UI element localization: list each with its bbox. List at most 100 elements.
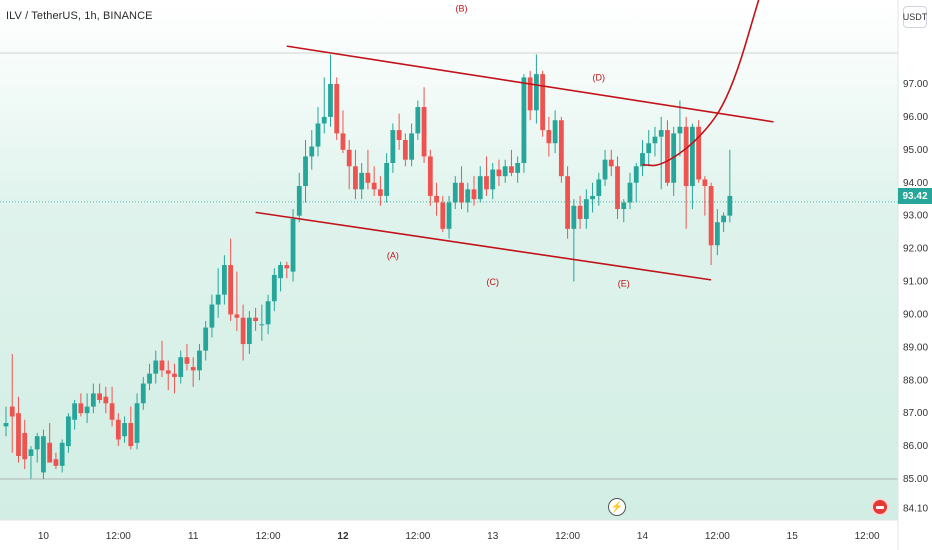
candle-body (677, 126, 683, 134)
y-tick-label: 95.00 (903, 145, 928, 156)
candle-body (147, 373, 152, 384)
candle-body (165, 370, 171, 374)
x-tick-label: 12:00 (256, 531, 281, 542)
candle-body (346, 149, 352, 167)
y-tick-label: 87.00 (903, 408, 928, 419)
candle-body (583, 199, 589, 219)
y-tick-label: 90.00 (903, 309, 928, 320)
candle-body (78, 403, 84, 414)
candle-body (515, 163, 521, 173)
candle-body (296, 186, 302, 216)
y-tick-label: 92.00 (903, 244, 928, 255)
candle-body (66, 416, 71, 447)
candle-body (353, 166, 358, 190)
candle-body (109, 403, 115, 420)
candle-body (371, 182, 377, 190)
candle-body (727, 195, 733, 216)
x-tick-label: 15 (787, 531, 799, 542)
candle-body (215, 294, 221, 305)
candle-body (134, 403, 140, 443)
candle-body (209, 304, 215, 328)
candle-body (234, 314, 240, 318)
y-tick-label: 84.10 (903, 504, 928, 515)
candle-body (72, 403, 78, 420)
candle-body (427, 156, 433, 196)
x-tick-label: 12:00 (705, 531, 730, 542)
x-tick-label: 11 (188, 531, 199, 542)
candle-body (621, 202, 627, 210)
y-tick-label: 89.00 (903, 342, 928, 353)
candle-body (9, 406, 15, 417)
candle-body (278, 265, 283, 279)
y-tick-label: 86.00 (903, 441, 928, 452)
candle-body (253, 317, 258, 321)
candle-body (490, 169, 496, 190)
plot-background (0, 0, 898, 520)
last-price-tag: 93.42 (898, 188, 932, 204)
candle-body (615, 166, 620, 210)
flag-icon[interactable] (871, 498, 889, 516)
candle-body (284, 265, 290, 269)
candle-body (477, 176, 483, 200)
candle-body (708, 186, 714, 246)
x-tick-label: 12:00 (855, 531, 880, 542)
candle-body (402, 139, 408, 160)
candle-body (534, 74, 539, 111)
candle-body (203, 327, 209, 351)
candle-body (459, 182, 464, 203)
candle-body (359, 172, 365, 190)
candle-body (246, 317, 252, 345)
wave-label: (C) (486, 277, 499, 287)
candle-body (484, 176, 489, 190)
candle-body (122, 423, 127, 437)
x-tick-label: 12:00 (405, 531, 430, 542)
candle-body (390, 130, 396, 163)
candle-body (452, 182, 458, 203)
candle-body (271, 274, 277, 302)
candle-body (90, 393, 96, 407)
candle-body (3, 423, 9, 427)
price-axis-panel (898, 0, 932, 550)
wave-label: (A) (387, 250, 399, 260)
y-tick-label: 94.00 (903, 178, 928, 189)
candle-body (340, 133, 346, 150)
lightning-icon[interactable]: ⚡ (608, 498, 626, 516)
candle-body (396, 130, 402, 140)
candle-body (602, 159, 608, 180)
candle-body (590, 195, 595, 200)
candle-body (115, 419, 121, 440)
y-tick-label: 85.00 (903, 474, 928, 485)
candle-body (440, 202, 446, 229)
candle-body (652, 136, 658, 144)
candle-body (552, 120, 558, 144)
candle-body (41, 436, 46, 473)
candle-body (290, 218, 296, 272)
candle-body (465, 189, 471, 203)
candle-body (434, 195, 439, 203)
candle-body (658, 130, 664, 137)
candle-body (103, 396, 109, 404)
candle-body (259, 324, 265, 326)
candle-body (59, 442, 65, 466)
candle-body (28, 449, 34, 456)
candle-body (190, 367, 196, 371)
candle-body (84, 406, 90, 414)
candle-body (53, 459, 59, 466)
time-axis-panel (0, 520, 898, 550)
candle-body (558, 120, 564, 177)
candle-body (633, 166, 639, 183)
candle-body (197, 350, 202, 371)
symbol-header: ILV / TetherUS, 1h, BINANCE (6, 10, 153, 22)
wave-label: (B) (456, 4, 468, 14)
candle-body (415, 107, 421, 134)
candle-body (546, 130, 552, 144)
y-tick-label: 91.00 (903, 277, 928, 288)
currency-selector[interactable]: USDT (903, 6, 927, 28)
candle-body (178, 357, 184, 377)
candle-body (565, 176, 570, 229)
candle-body (521, 77, 527, 163)
candle-body (683, 126, 689, 187)
candle-body (303, 156, 308, 187)
